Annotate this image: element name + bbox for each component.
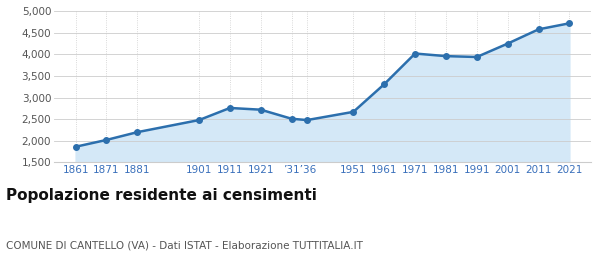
Text: Popolazione residente ai censimenti: Popolazione residente ai censimenti	[6, 188, 317, 203]
Text: COMUNE DI CANTELLO (VA) - Dati ISTAT - Elaborazione TUTTITALIA.IT: COMUNE DI CANTELLO (VA) - Dati ISTAT - E…	[6, 241, 363, 251]
